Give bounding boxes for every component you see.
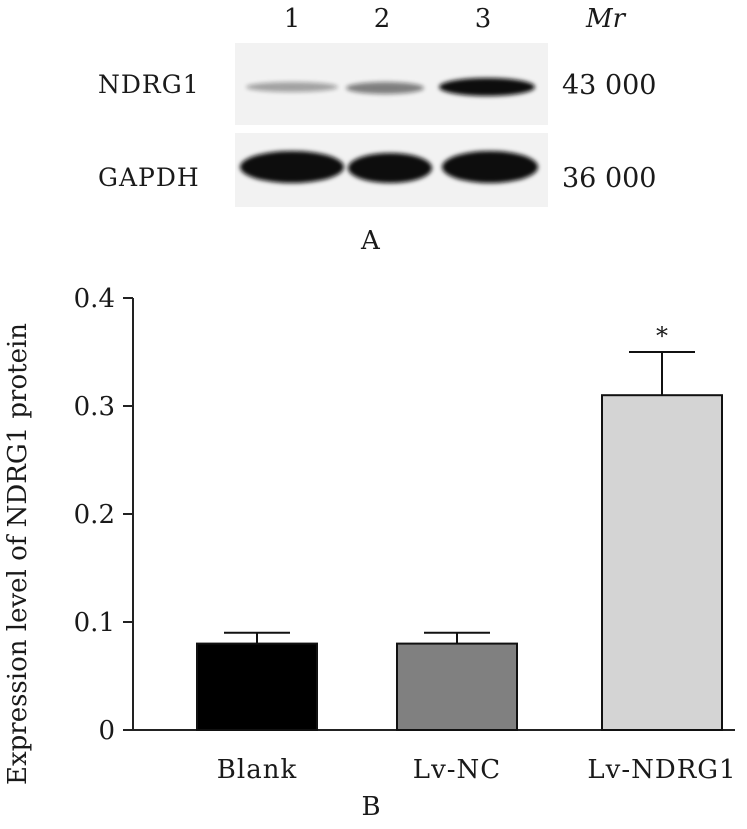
mr-label: Mr xyxy=(586,4,626,34)
gapdh-band-lane-3 xyxy=(442,151,538,183)
x-category-label-lv-nc: Lv-NC xyxy=(413,755,501,785)
ndrg1-blot-strip xyxy=(235,43,548,125)
plot-area: 0 0.1 0.2 0.3 0.4 Expression level of NDRG1 p… xyxy=(3,284,736,822)
bar-lv-nc xyxy=(396,642,518,732)
significance-marker-lv-ndrg1: * xyxy=(656,322,668,350)
y-tick-label-4: 0.4 xyxy=(74,284,115,314)
gapdh-blot-strip xyxy=(235,133,548,207)
ndrg1-bands xyxy=(246,78,535,96)
gapdh-row-label: GAPDH xyxy=(98,163,200,192)
y-tick-label-1: 0.1 xyxy=(74,608,115,638)
y-tick-label-0: 0 xyxy=(98,716,115,746)
gapdh-band-lane-2 xyxy=(348,153,432,183)
ndrg1-band-lane-2 xyxy=(346,82,424,94)
bar-chart: 0 0.1 0.2 0.3 0.4 Expression level of NDRG1 p… xyxy=(3,284,736,822)
ndrg1-molecular-weight: 43 000 xyxy=(562,70,657,101)
y-tick-label-2: 0.2 xyxy=(74,500,115,530)
gapdh-band-lane-1 xyxy=(240,151,344,183)
y-axis-title: Expression level of NDRG1 protein xyxy=(3,323,33,785)
x-category-label-lv-ndrg1: Lv-NDRG1 xyxy=(587,755,736,785)
lane-label-1: 1 xyxy=(283,4,301,34)
ndrg1-band-lane-1 xyxy=(246,82,338,92)
ndrg1-band-lane-3 xyxy=(439,78,535,96)
gapdh-bands xyxy=(240,151,538,183)
panel-label-b: B xyxy=(361,792,380,822)
lane-label-3: 3 xyxy=(474,4,492,34)
bar-lv-ndrg1 xyxy=(601,394,723,731)
bar-blank xyxy=(196,642,318,732)
ndrg1-row-label: NDRG1 xyxy=(98,70,200,99)
panel-label-a: A xyxy=(361,226,380,256)
y-tick-label-3: 0.3 xyxy=(74,392,115,422)
x-category-label-blank: Blank xyxy=(217,755,297,785)
lane-label-2: 2 xyxy=(373,4,391,34)
gapdh-molecular-weight: 36 000 xyxy=(562,163,657,194)
